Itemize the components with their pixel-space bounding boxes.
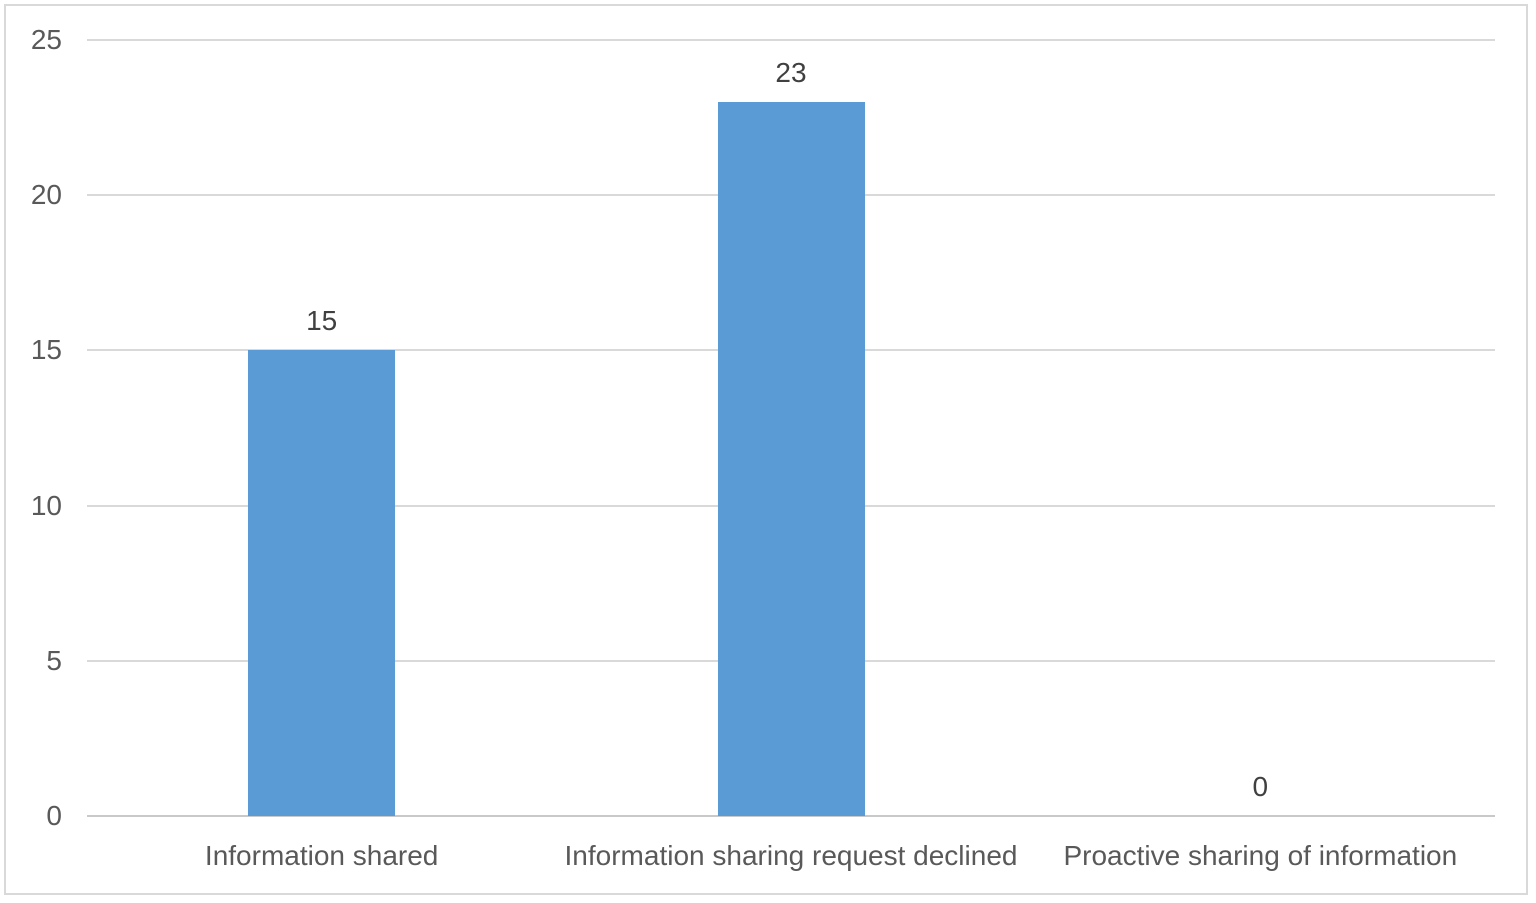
bar-data-label: 0 — [1252, 771, 1269, 802]
x-category-label: Proactive sharing of information — [1063, 840, 1458, 871]
y-tick-label: 20 — [30, 179, 62, 211]
bar — [248, 350, 396, 816]
bar-data-label: 23 — [775, 57, 807, 89]
y-tick-label: 10 — [30, 489, 62, 521]
y-tick-label: 0 — [46, 800, 62, 831]
x-category-label: Information sharing request declined — [564, 840, 1018, 871]
y-tick-label: 5 — [46, 644, 62, 676]
y-tick-label: 15 — [30, 334, 62, 366]
bar — [717, 102, 865, 816]
gridline — [87, 39, 1495, 41]
x-category-label: Information shared — [204, 840, 439, 871]
x-axis-line — [87, 815, 1495, 817]
bar-data-label: 15 — [306, 305, 338, 337]
y-tick-label: 25 — [30, 24, 62, 55]
